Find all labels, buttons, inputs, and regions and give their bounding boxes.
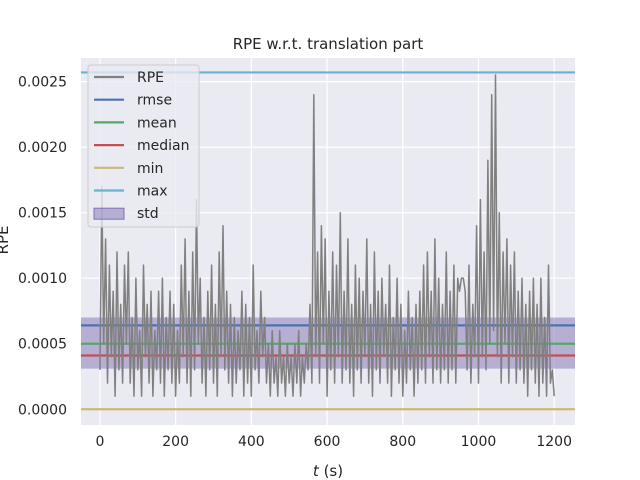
legend-label-min: min [137, 161, 163, 177]
legend-swatch-std [93, 207, 125, 220]
x-tick-label: 400 [238, 434, 265, 450]
legend-label-median: median [137, 138, 189, 154]
legend-label-max: max [137, 184, 168, 200]
y-axis-label: RPE [0, 226, 12, 255]
x-tick-label: 1000 [461, 434, 497, 450]
legend-label-std: std [137, 206, 159, 222]
legend: RPE rmse mean median min max std [87, 64, 200, 228]
legend-box [87, 64, 200, 228]
y-tick-labels: 0.0000 0.0005 0.0010 0.0015 0.0020 0.0025 [18, 75, 67, 419]
y-tick-label: 0.0000 [18, 402, 67, 418]
y-tick-label: 0.0020 [18, 140, 67, 156]
y-tick-label: 0.0010 [18, 271, 67, 287]
x-tick-label: 0 [95, 434, 104, 450]
legend-label-rmse: rmse [137, 93, 172, 109]
x-tick-label: 600 [314, 434, 341, 450]
x-tick-label: 200 [162, 434, 189, 450]
chart-title: RPE w.r.t. translation part [233, 35, 424, 53]
y-tick-label: 0.0025 [18, 75, 67, 91]
legend-label-RPE: RPE [137, 70, 164, 86]
x-tick-label: 1200 [536, 434, 572, 450]
x-tick-labels: 0 200 400 600 800 1000 1200 [95, 434, 572, 450]
rpe-series-line [99, 74, 555, 397]
y-tick-label: 0.0015 [18, 206, 67, 222]
legend-label-mean: mean [137, 115, 177, 131]
x-axis-label: t (s) [313, 462, 343, 480]
x-tick-label: 800 [389, 434, 416, 450]
y-tick-label: 0.0005 [18, 337, 67, 353]
